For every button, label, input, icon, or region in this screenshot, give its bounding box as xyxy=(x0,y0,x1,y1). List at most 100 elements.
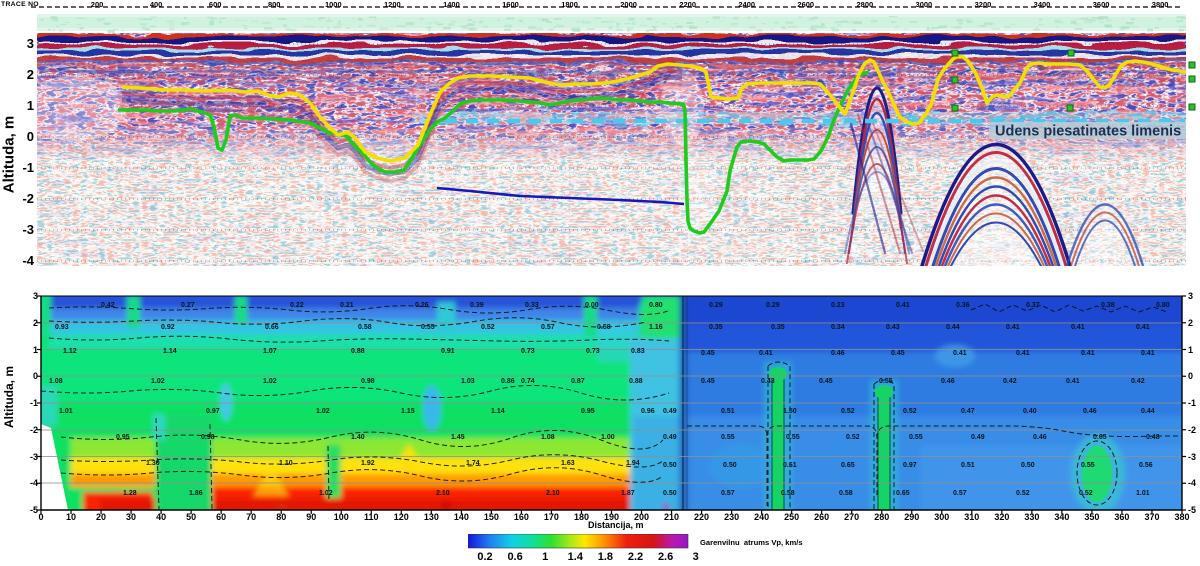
svg-text:0.41: 0.41 xyxy=(1016,350,1030,357)
svg-text:0.41: 0.41 xyxy=(1081,350,1095,357)
svg-text:0.83: 0.83 xyxy=(631,348,645,355)
svg-text:0.00: 0.00 xyxy=(585,302,599,309)
svg-text:1.02: 1.02 xyxy=(151,378,165,385)
svg-text:0.55: 0.55 xyxy=(721,434,735,441)
svg-text:0.29: 0.29 xyxy=(709,302,723,309)
svg-text:0.46: 0.46 xyxy=(1083,408,1097,415)
svg-text:0.41: 0.41 xyxy=(1136,324,1150,331)
svg-text:0.22: 0.22 xyxy=(290,302,304,309)
svg-text:0.33: 0.33 xyxy=(525,302,539,309)
svg-text:0.52: 0.52 xyxy=(1079,490,1093,497)
svg-text:0.41: 0.41 xyxy=(953,350,967,357)
svg-text:0.38: 0.38 xyxy=(1101,302,1115,309)
svg-text:0.49: 0.49 xyxy=(971,434,985,441)
svg-text:0.21: 0.21 xyxy=(340,302,354,309)
svg-text:0.50: 0.50 xyxy=(1021,462,1035,469)
svg-text:0.58: 0.58 xyxy=(781,490,795,497)
svg-text:0.57: 0.57 xyxy=(953,490,967,497)
svg-text:0.36: 0.36 xyxy=(956,302,970,309)
svg-text:0.65: 0.65 xyxy=(896,490,910,497)
svg-text:0.98: 0.98 xyxy=(361,378,375,385)
svg-text:0.73: 0.73 xyxy=(521,348,535,355)
svg-text:0.41: 0.41 xyxy=(759,350,773,357)
svg-text:1.03: 1.03 xyxy=(461,378,475,385)
svg-text:1.14: 1.14 xyxy=(491,408,505,415)
svg-text:0.46: 0.46 xyxy=(941,378,955,385)
svg-text:0.80: 0.80 xyxy=(1156,302,1170,309)
svg-text:1.16: 1.16 xyxy=(649,324,663,331)
svg-text:0.46: 0.46 xyxy=(831,350,845,357)
svg-text:0.52: 0.52 xyxy=(481,324,495,331)
svg-text:0.39: 0.39 xyxy=(470,302,484,309)
svg-text:0.45: 0.45 xyxy=(819,378,833,385)
svg-text:0.98: 0.98 xyxy=(201,434,215,441)
svg-text:0.40: 0.40 xyxy=(1023,408,1037,415)
svg-text:1.92: 1.92 xyxy=(361,460,375,467)
svg-text:0.49: 0.49 xyxy=(663,434,677,441)
svg-text:0.37: 0.37 xyxy=(1026,302,1040,309)
svg-text:0.46: 0.46 xyxy=(1033,434,1047,441)
svg-text:0.49: 0.49 xyxy=(663,408,677,415)
svg-text:0.65: 0.65 xyxy=(1093,434,1107,441)
svg-text:1.86: 1.86 xyxy=(189,490,203,497)
svg-text:0.26: 0.26 xyxy=(415,302,429,309)
svg-text:0.23: 0.23 xyxy=(831,302,845,309)
svg-text:0.55: 0.55 xyxy=(1081,462,1095,469)
svg-text:0.96: 0.96 xyxy=(641,408,655,415)
svg-text:0.51: 0.51 xyxy=(961,462,975,469)
svg-text:0.88: 0.88 xyxy=(629,378,643,385)
svg-text:0.48: 0.48 xyxy=(1146,434,1160,441)
svg-text:Udens piesatinates limenis: Udens piesatinates limenis xyxy=(995,124,1181,140)
svg-text:0.65: 0.65 xyxy=(841,462,855,469)
svg-text:1.01: 1.01 xyxy=(59,408,73,415)
svg-text:0.95: 0.95 xyxy=(116,434,130,441)
svg-text:0.50: 0.50 xyxy=(723,462,737,469)
svg-text:0.93: 0.93 xyxy=(55,324,69,331)
svg-text:1.15: 1.15 xyxy=(401,408,415,415)
svg-text:0.80: 0.80 xyxy=(649,302,663,309)
svg-text:0.50: 0.50 xyxy=(663,462,677,469)
svg-text:0.57: 0.57 xyxy=(541,324,555,331)
svg-text:1.45: 1.45 xyxy=(451,434,465,441)
svg-text:1.12: 1.12 xyxy=(63,348,77,355)
svg-text:1.40: 1.40 xyxy=(351,434,365,441)
svg-text:0.61: 0.61 xyxy=(783,462,797,469)
svg-text:0.34: 0.34 xyxy=(831,324,845,331)
svg-text:1.02: 1.02 xyxy=(263,378,277,385)
svg-text:0.51: 0.51 xyxy=(721,408,735,415)
svg-text:0.58: 0.58 xyxy=(358,324,372,331)
svg-text:0.41: 0.41 xyxy=(1071,324,1085,331)
svg-text:0.86: 0.86 xyxy=(501,378,515,385)
svg-text:1.08: 1.08 xyxy=(49,378,63,385)
svg-text:1.10: 1.10 xyxy=(279,460,293,467)
svg-text:0.43: 0.43 xyxy=(886,324,900,331)
svg-text:0.66: 0.66 xyxy=(265,324,279,331)
svg-text:0.87: 0.87 xyxy=(571,378,585,385)
svg-text:1.63: 1.63 xyxy=(561,460,575,467)
svg-text:0.52: 0.52 xyxy=(1016,490,1030,497)
svg-text:2.10: 2.10 xyxy=(546,490,560,497)
svg-text:0.35: 0.35 xyxy=(709,324,723,331)
svg-text:0.41: 0.41 xyxy=(896,302,910,309)
svg-text:0.44: 0.44 xyxy=(946,324,960,331)
svg-text:0.29: 0.29 xyxy=(766,302,780,309)
svg-text:0.41: 0.41 xyxy=(1066,378,1080,385)
svg-text:0.92: 0.92 xyxy=(161,324,175,331)
svg-text:0.45: 0.45 xyxy=(701,350,715,357)
svg-text:1.00: 1.00 xyxy=(601,434,615,441)
svg-text:0.55: 0.55 xyxy=(421,324,435,331)
svg-text:0.58: 0.58 xyxy=(597,324,611,331)
svg-text:0.57: 0.57 xyxy=(721,490,735,497)
svg-text:1.50: 1.50 xyxy=(783,408,797,415)
svg-text:0.52: 0.52 xyxy=(846,434,860,441)
svg-text:1.94: 1.94 xyxy=(626,460,640,467)
svg-text:2.10: 2.10 xyxy=(436,490,450,497)
svg-text:0.52: 0.52 xyxy=(841,408,855,415)
svg-text:1.08: 1.08 xyxy=(541,434,555,441)
svg-text:0.55: 0.55 xyxy=(786,434,800,441)
svg-text:0.44: 0.44 xyxy=(1141,408,1155,415)
svg-text:0.45: 0.45 xyxy=(891,350,905,357)
svg-text:0.41: 0.41 xyxy=(1141,350,1155,357)
svg-text:0.56: 0.56 xyxy=(1139,462,1153,469)
svg-text:0.50: 0.50 xyxy=(663,490,677,497)
